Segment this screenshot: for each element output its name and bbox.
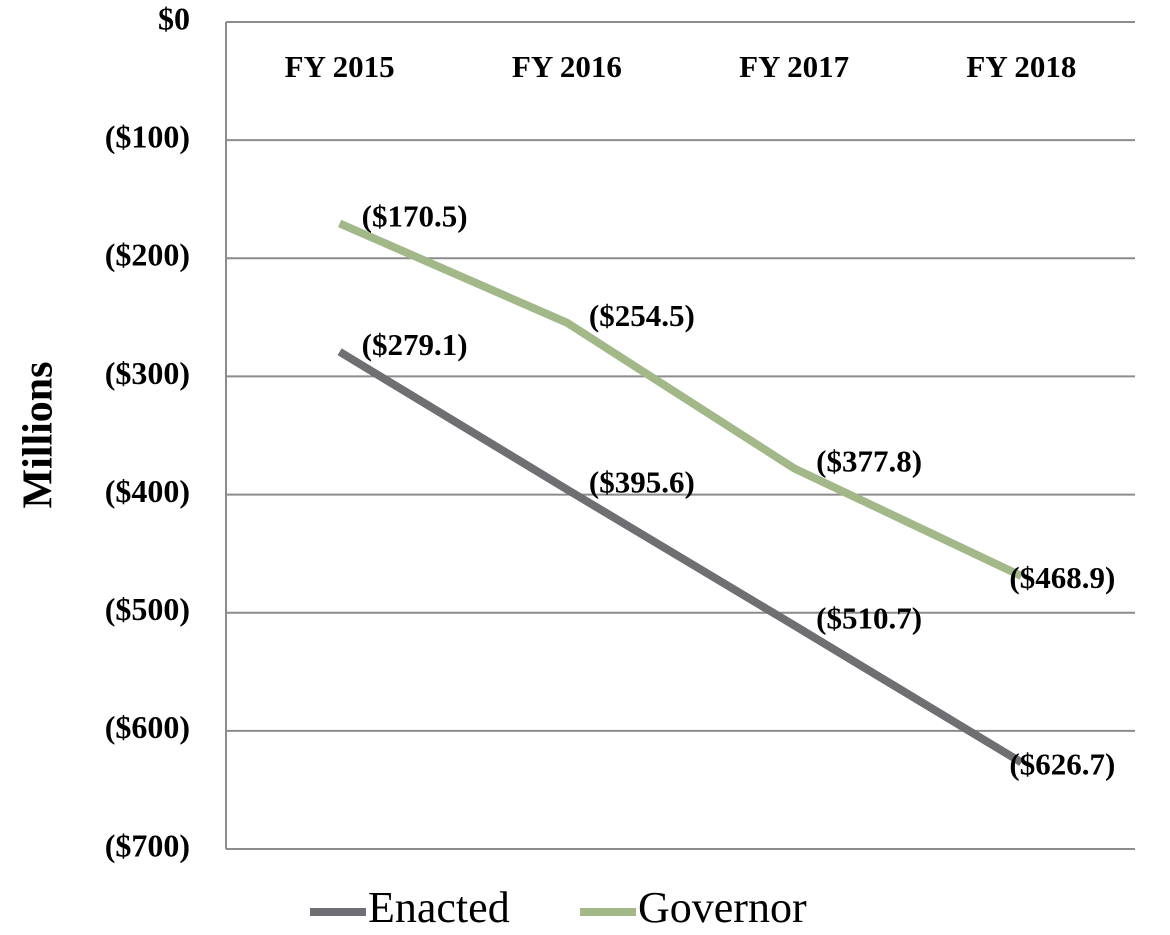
legend-label: Enacted <box>368 883 510 932</box>
data-label: ($510.7) <box>816 600 922 635</box>
y-tick-label: $0 <box>158 0 190 36</box>
y-tick-label: ($700) <box>105 827 190 863</box>
x-tick-label: FY 2016 <box>512 49 622 84</box>
y-tick-label: ($500) <box>105 591 190 627</box>
data-label: ($395.6) <box>589 464 695 499</box>
y-tick-label: ($200) <box>105 237 190 273</box>
y-tick-label: ($100) <box>105 118 190 154</box>
y-tick-label: ($600) <box>105 709 190 745</box>
y-tick-label: ($300) <box>105 355 190 391</box>
data-label: ($468.9) <box>1009 560 1115 595</box>
series-line <box>337 348 1024 766</box>
x-tick-label: FY 2015 <box>285 49 395 84</box>
y-axis-title: Millions <box>16 361 62 508</box>
data-label: ($254.5) <box>589 298 695 333</box>
data-label: ($170.5) <box>362 199 468 234</box>
x-tick-label: FY 2017 <box>739 49 849 84</box>
legend-label: Governor <box>638 883 807 932</box>
data-label: ($626.7) <box>1009 747 1115 782</box>
x-tick-label: FY 2018 <box>966 49 1076 84</box>
data-label: ($377.8) <box>816 443 922 478</box>
y-tick-label: ($400) <box>105 473 190 509</box>
data-label: ($279.1) <box>362 327 468 362</box>
series-line <box>338 219 1024 580</box>
